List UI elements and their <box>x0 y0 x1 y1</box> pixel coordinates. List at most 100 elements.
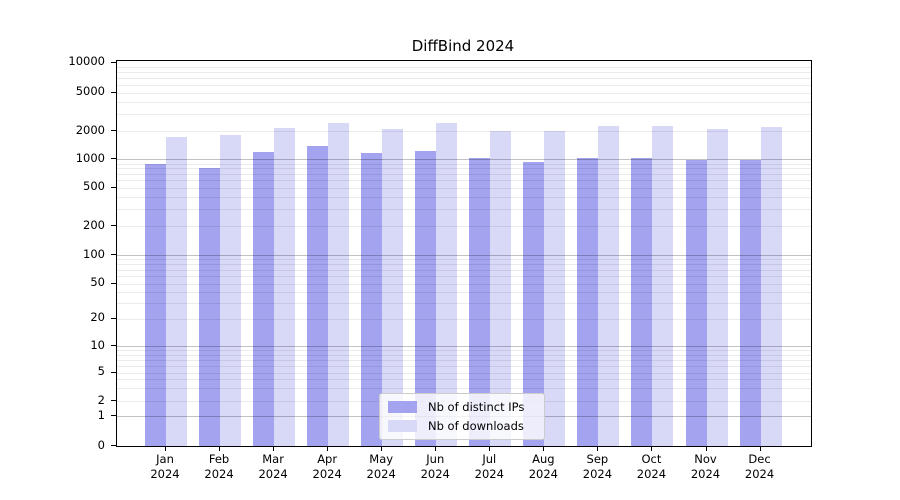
x-tick-month: Jun <box>426 452 445 466</box>
y-tick-label-5: 5 <box>97 364 105 378</box>
gridline-minor <box>117 264 811 266</box>
x-tick-mark <box>651 446 653 451</box>
x-tick-mark <box>489 446 491 451</box>
x-tick-year: 2024 <box>150 467 180 481</box>
x-tick-month: Oct <box>641 452 662 466</box>
y-tick-label-0: 0 <box>97 437 105 452</box>
x-tick-mark <box>381 446 383 451</box>
bar-downloads-may <box>382 129 404 446</box>
x-tick-month: Feb <box>208 452 230 466</box>
x-tick-month: Dec <box>748 452 771 466</box>
x-tick-month: Apr <box>317 452 338 466</box>
y-tick-mark <box>111 254 116 255</box>
y-tick-label-2000: 2000 <box>75 122 105 137</box>
x-tick-year: 2024 <box>744 467 775 481</box>
legend: Nb of distinct IPs Nb of downloads <box>379 393 545 440</box>
bar-downloads-feb <box>220 134 242 446</box>
gridline-minor <box>117 388 811 390</box>
x-tick-label-apr: Apr 2024 <box>295 452 359 482</box>
y-tick-label-10000: 10000 <box>68 54 105 69</box>
gridline-minor <box>117 187 811 189</box>
gridline-minor <box>117 303 811 304</box>
gridline-minor <box>117 292 811 294</box>
y-tick-label-500: 500 <box>83 179 105 193</box>
bar-downloads-aug <box>544 131 566 446</box>
legend-swatch-downloads <box>388 420 417 432</box>
y-tick-label-1000: 1000 <box>75 150 105 165</box>
x-tick-month: Mar <box>262 452 284 466</box>
gridline-minor <box>117 102 811 104</box>
bar-distinct-ips-nov <box>685 160 707 446</box>
bar-distinct-ips-jul <box>469 157 491 446</box>
legend-label-distinct-ips: Nb of distinct IPs <box>428 400 525 414</box>
x-tick-label-jan: Jan 2024 <box>133 452 197 482</box>
y-tick-mark <box>111 186 116 188</box>
x-tick-label-feb: Feb 2024 <box>187 452 251 482</box>
legend-swatch-distinct-ips <box>388 401 417 413</box>
bar-downloads-dec <box>760 127 782 446</box>
gridline-minor <box>117 131 811 132</box>
x-tick-label-mar: Mar 2024 <box>241 452 305 482</box>
gridline-minor <box>117 114 811 116</box>
chart-title: DiffBind 2024 <box>411 37 515 55</box>
y-tick-label-20: 20 <box>90 310 105 324</box>
y-tick-mark <box>111 158 116 160</box>
bar-downloads-mar <box>274 127 296 446</box>
bar-distinct-ips-oct <box>631 157 653 446</box>
y-tick-label-200: 200 <box>83 217 105 232</box>
y-tick-mark <box>111 61 116 63</box>
y-tick-label-10: 10 <box>90 337 105 352</box>
bar-downloads-nov <box>706 128 728 446</box>
gridline-minor <box>117 283 811 285</box>
legend-label-downloads: Nb of downloads <box>428 419 524 433</box>
gridline-minor <box>117 359 811 361</box>
x-tick-mark <box>435 446 437 451</box>
x-tick-mark <box>705 446 707 451</box>
bar-distinct-ips-jun <box>415 150 437 446</box>
x-tick-year: 2024 <box>474 467 504 481</box>
bar-downloads-jun <box>436 122 458 446</box>
x-tick-month: May <box>369 452 394 466</box>
x-tick-year: 2024 <box>204 467 234 481</box>
x-tick-mark <box>327 446 329 451</box>
x-tick-label-aug: Aug 2024 <box>511 452 575 482</box>
x-tick-mark <box>597 446 599 451</box>
y-tick-mark <box>111 415 116 416</box>
x-tick-year: 2024 <box>528 467 558 481</box>
bar-downloads-jan <box>166 137 187 446</box>
gridline-minor <box>117 208 811 210</box>
bar-downloads-jul <box>490 130 512 446</box>
legend-item-distinct-ips: Nb of distinct IPs <box>388 400 536 414</box>
x-tick-year: 2024 <box>636 467 667 481</box>
bar-downloads-sep <box>598 125 620 446</box>
bar-downloads-oct <box>652 126 674 446</box>
y-tick-label-100: 100 <box>83 246 105 261</box>
plot-area <box>116 60 812 447</box>
x-tick-month: Sep <box>586 452 609 466</box>
gridline-minor <box>117 354 811 356</box>
gridline-minor <box>117 276 811 277</box>
y-tick-mark <box>111 91 116 93</box>
x-tick-label-jun: Jun 2024 <box>403 452 467 482</box>
x-tick-year: 2024 <box>582 467 613 481</box>
gridline-minor <box>117 372 811 374</box>
gridline-minor <box>117 226 811 227</box>
y-tick-label-5000: 5000 <box>75 84 105 99</box>
y-tick-mark <box>111 400 116 401</box>
gridline-minor <box>117 318 811 320</box>
x-tick-label-jul: Jul 2024 <box>457 452 521 482</box>
gridline-major <box>117 159 811 161</box>
x-tick-label-dec: Dec 2024 <box>728 452 792 482</box>
bar-distinct-ips-apr <box>307 146 329 446</box>
y-tick-mark <box>111 345 116 346</box>
x-tick-label-may: May 2024 <box>349 452 413 482</box>
x-tick-mark <box>759 446 761 451</box>
bar-distinct-ips-jan <box>145 164 166 446</box>
gridline-minor <box>117 67 811 69</box>
x-tick-mark <box>165 446 166 451</box>
gridline-minor <box>117 350 811 352</box>
gridline-minor <box>117 163 811 165</box>
gridline-minor <box>117 168 811 170</box>
x-tick-month: Aug <box>532 452 555 466</box>
x-tick-label-sep: Sep 2024 <box>565 452 629 482</box>
